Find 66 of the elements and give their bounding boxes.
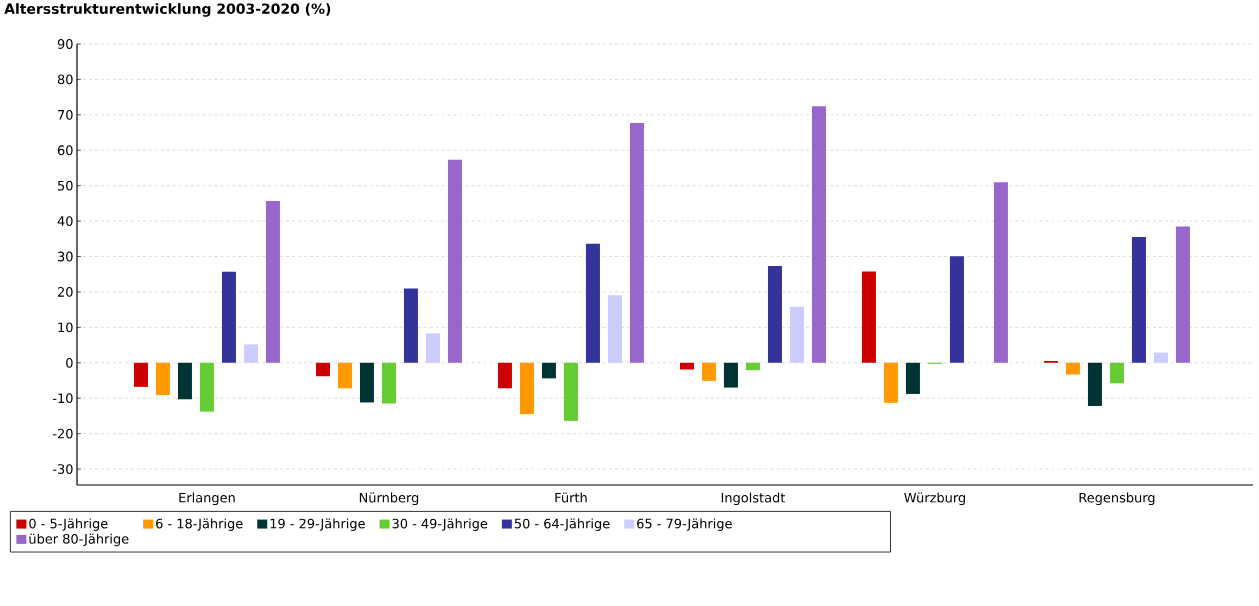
x-tick-label: Regensburg	[1079, 492, 1155, 506]
bar	[381, 362, 396, 404]
bar	[1153, 352, 1168, 363]
bar	[1175, 226, 1190, 363]
bar	[359, 362, 374, 403]
x-tick-label: Ingolstadt	[721, 492, 786, 506]
y-tick-label: -10	[52, 393, 73, 404]
bar	[519, 362, 534, 415]
legend-label: 30 - 49-Jährige	[392, 518, 488, 531]
bar	[949, 256, 964, 363]
bar	[811, 106, 826, 363]
y-tick-label: 10	[58, 322, 73, 333]
legend-label: 0 - 5-Jährige	[29, 518, 108, 531]
bar	[745, 362, 760, 371]
y-tick-label: 80	[57, 74, 73, 85]
bar	[133, 362, 148, 387]
bar	[629, 122, 644, 363]
bar	[1065, 362, 1080, 375]
bar	[177, 362, 192, 400]
legend-label: 50 - 64-Jährige	[514, 518, 610, 531]
bar	[767, 266, 782, 363]
bar	[1131, 237, 1146, 363]
bar	[155, 362, 170, 396]
y-tick-label: 50	[58, 180, 73, 191]
bar	[861, 271, 876, 363]
bar	[789, 306, 804, 363]
y-tick-label: 70	[58, 109, 73, 120]
bar	[883, 362, 898, 403]
bar	[607, 295, 622, 363]
bar	[585, 243, 600, 363]
bar	[199, 362, 214, 412]
legend-label: 65 - 79-Jährige	[637, 518, 732, 531]
chart-title: Altersstrukturentwicklung 2003-2020 (%)	[4, 3, 331, 17]
bar	[425, 333, 440, 363]
bar	[315, 362, 330, 377]
x-tick-label: Erlangen	[179, 492, 235, 506]
bar	[993, 182, 1008, 363]
y-tick-label: 20	[57, 287, 73, 297]
y-tick-label: 0	[66, 357, 73, 368]
legend-label: 19 - 29-Jährige	[270, 518, 365, 531]
x-tick-label: Würzburg	[904, 492, 965, 506]
y-tick-label: -30	[52, 464, 73, 474]
bar	[1087, 362, 1102, 406]
legend-label: 6 - 18-Jährige	[156, 518, 243, 531]
bar	[243, 344, 258, 363]
y-tick-label: 90	[57, 39, 73, 49]
bar	[265, 200, 280, 363]
y-tick-label: 60	[57, 145, 73, 156]
bar	[447, 159, 462, 363]
bar	[723, 362, 738, 388]
legend-label: über 80-Jährige	[29, 533, 129, 547]
bar	[905, 362, 920, 394]
y-tick-label: -20	[52, 428, 73, 439]
bar	[701, 362, 716, 381]
y-tick-label: 30	[57, 251, 73, 262]
bar	[679, 362, 694, 370]
y-tick-label: 40	[57, 216, 73, 226]
bar	[221, 271, 236, 363]
bar	[497, 362, 512, 389]
bar	[541, 362, 556, 379]
bar	[1109, 362, 1124, 384]
x-tick-label: Nürnberg	[359, 492, 419, 506]
bar	[403, 288, 418, 363]
bar	[337, 362, 352, 389]
bar	[563, 362, 578, 421]
x-tick-label: Fürth	[555, 492, 587, 503]
